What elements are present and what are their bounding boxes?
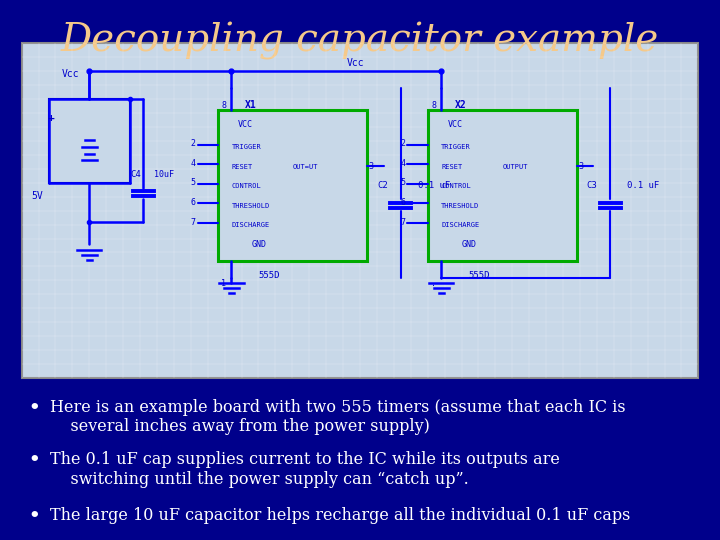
Text: Vcc: Vcc	[346, 58, 364, 68]
Text: DISCHARGE: DISCHARGE	[441, 222, 480, 228]
Bar	[428, 110, 577, 261]
Text: THRESHOLD: THRESHOLD	[441, 203, 480, 209]
Text: .: .	[431, 279, 436, 288]
Text: •: •	[28, 508, 40, 525]
Text: •: •	[28, 399, 40, 416]
Text: 2: 2	[191, 139, 196, 148]
Text: OUT=UT: OUT=UT	[292, 164, 318, 170]
Bar	[22, 43, 698, 378]
Text: GND: GND	[252, 240, 266, 249]
Text: +: +	[48, 113, 54, 123]
Text: VCC: VCC	[448, 120, 463, 129]
Text: •: •	[28, 451, 40, 469]
Text: 10uF: 10uF	[153, 170, 174, 179]
Text: RESET: RESET	[441, 164, 462, 170]
Text: OUTPUT: OUTPUT	[502, 164, 528, 170]
Text: Decoupling capacitor example: Decoupling capacitor example	[61, 22, 659, 59]
Bar	[218, 110, 366, 261]
Bar	[49, 99, 130, 183]
Text: 4: 4	[191, 159, 196, 168]
Text: 555D: 555D	[258, 271, 280, 280]
Text: CONTROL: CONTROL	[231, 183, 261, 190]
Text: 5: 5	[191, 179, 196, 187]
Text: 8: 8	[431, 102, 436, 111]
Text: TRIGGER: TRIGGER	[441, 144, 471, 150]
Text: X2: X2	[455, 100, 467, 111]
Text: 3: 3	[579, 162, 584, 171]
Text: CONTROL: CONTROL	[441, 183, 471, 190]
Text: C3: C3	[587, 181, 598, 190]
Text: C2: C2	[377, 181, 387, 190]
Text: THRESHOLD: THRESHOLD	[231, 203, 270, 209]
Text: 7: 7	[191, 218, 196, 227]
Text: 0.1 uF: 0.1 uF	[418, 181, 450, 190]
Text: The large 10 uF capacitor helps recharge all the individual 0.1 uF caps: The large 10 uF capacitor helps recharge…	[50, 508, 630, 524]
Text: 5: 5	[400, 179, 405, 187]
Text: 3: 3	[369, 162, 374, 171]
Text: DISCHARGE: DISCHARGE	[231, 222, 270, 228]
Text: The 0.1 uF cap supplies current to the IC while its outputs are
    switching un: The 0.1 uF cap supplies current to the I…	[50, 451, 559, 488]
Text: X1: X1	[245, 100, 257, 111]
Text: VCC: VCC	[238, 120, 253, 129]
Text: 1: 1	[221, 279, 226, 288]
Text: GND: GND	[462, 240, 477, 249]
Text: 6: 6	[191, 198, 196, 207]
Text: 6: 6	[400, 198, 405, 207]
Text: 2: 2	[400, 139, 405, 148]
Text: 0.1 uF: 0.1 uF	[627, 181, 660, 190]
Text: 5V: 5V	[32, 192, 43, 201]
Text: 555D: 555D	[468, 271, 490, 280]
Text: RESET: RESET	[231, 164, 253, 170]
Text: 8: 8	[221, 102, 226, 111]
Text: Vcc: Vcc	[62, 69, 80, 79]
Text: Here is an example board with two 555 timers (assume that each IC is
    several: Here is an example board with two 555 ti…	[50, 399, 625, 435]
Text: 4: 4	[400, 159, 405, 168]
Text: TRIGGER: TRIGGER	[231, 144, 261, 150]
Text: 7: 7	[400, 218, 405, 227]
Text: C4: C4	[130, 170, 140, 179]
